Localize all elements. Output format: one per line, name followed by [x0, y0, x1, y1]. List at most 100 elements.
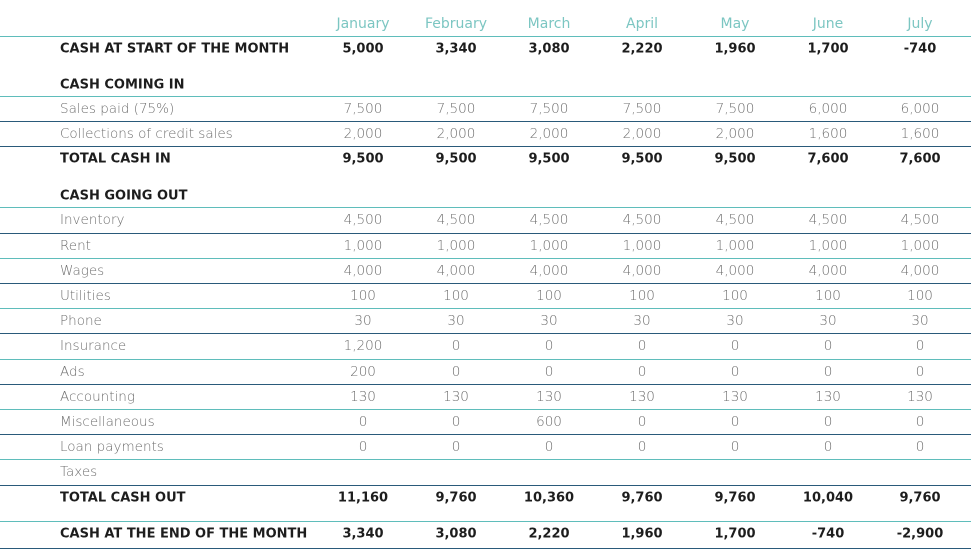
total-row-label: TOTAL CASH OUT — [60, 490, 186, 506]
row-rule — [0, 434, 971, 436]
line-item-value: 0 — [823, 338, 833, 355]
total-row-value: 9,760 — [621, 490, 663, 506]
opening-row-value: -740 — [903, 41, 937, 57]
line-item-label: Insurance — [60, 338, 127, 355]
month-header: April — [626, 16, 658, 32]
line-item-value: 0 — [823, 363, 833, 380]
line-item-value: 100 — [536, 288, 562, 304]
line-item-value: 0 — [637, 338, 647, 355]
line-item-value: 0 — [451, 338, 461, 355]
line-item-value: 1,000 — [715, 237, 755, 254]
month-header: May — [720, 16, 750, 32]
line-item-value: 4,000 — [715, 262, 755, 279]
total-row-value: 9,500 — [342, 151, 384, 167]
row-rule — [0, 547, 971, 549]
line-item-value: 1,200 — [343, 338, 383, 355]
line-item-value: 130 — [443, 388, 469, 405]
line-item-value: 4,500 — [715, 212, 755, 229]
row-rule — [0, 333, 971, 335]
opening-row-value: 1,700 — [807, 41, 849, 57]
line-item-label: Ads — [60, 363, 85, 380]
line-item-value: 130 — [815, 388, 841, 405]
line-item-value: 4,000 — [900, 262, 940, 279]
line-item-value: 0 — [823, 414, 833, 430]
line-item-value: 0 — [451, 414, 461, 430]
line-item-label: Phone — [60, 313, 102, 330]
line-item-value: 4,500 — [343, 212, 383, 229]
line-item-value: 0 — [915, 414, 925, 430]
line-item-value: 0 — [637, 414, 647, 430]
line-item-label: Inventory — [60, 212, 125, 229]
line-item-value: 1,600 — [808, 126, 848, 143]
line-item-value: 100 — [815, 288, 841, 304]
line-item-label: Rent — [60, 237, 91, 254]
line-item-value: 0 — [823, 439, 833, 456]
total-row-value: 9,500 — [528, 151, 570, 167]
row-rule — [0, 383, 971, 385]
line-item-value: 100 — [722, 288, 748, 304]
line-item-value: 30 — [726, 313, 744, 330]
line-item-value: 0 — [451, 363, 461, 380]
row-rule — [0, 257, 971, 259]
line-item-value: 0 — [544, 338, 554, 355]
total-row-value: 10,360 — [523, 490, 575, 506]
row-rule — [0, 484, 971, 486]
line-item-label: Accounting — [60, 388, 135, 405]
line-item-value: 0 — [730, 338, 740, 355]
line-item-label: Loan payments — [60, 439, 164, 456]
total-row-value: 9,500 — [714, 151, 756, 167]
month-header: June — [812, 16, 844, 32]
row-rule — [0, 232, 971, 234]
opening-row-label: CASH AT START OF THE MONTH — [60, 41, 290, 57]
section-title: CASH COMING IN — [60, 77, 185, 93]
line-item-label: Sales paid (75%) — [60, 101, 175, 117]
line-item-value: 4,000 — [808, 262, 848, 279]
line-item-value: 600 — [536, 414, 562, 430]
line-item-value: 4,500 — [622, 212, 662, 229]
line-item-value: 4,000 — [622, 262, 662, 279]
total-row-value: 9,500 — [621, 151, 663, 167]
line-item-value: 0 — [451, 439, 461, 456]
line-item-value: 4,000 — [343, 262, 383, 279]
closing-row-value: 1,960 — [621, 526, 663, 542]
line-item-value: 4,500 — [808, 212, 848, 229]
line-item-value: 0 — [544, 439, 554, 456]
opening-row-value: 3,340 — [435, 41, 477, 57]
line-item-value: 1,000 — [529, 237, 569, 254]
total-row-value: 10,040 — [802, 490, 854, 506]
line-item-value: 100 — [907, 288, 933, 304]
line-item-value: 30 — [447, 313, 465, 330]
total-row-label: TOTAL CASH IN — [60, 151, 171, 167]
line-item-value: 30 — [911, 313, 929, 330]
closing-row-value: -2,900 — [896, 526, 944, 542]
line-item-value: 200 — [350, 363, 376, 380]
row-rule — [0, 121, 971, 123]
line-item-value: 7,500 — [622, 101, 662, 117]
line-item-value: 0 — [358, 439, 368, 456]
line-item-value: 130 — [536, 388, 562, 405]
closing-row-label: CASH AT THE END OF THE MONTH — [60, 526, 308, 542]
line-item-value: 130 — [629, 388, 655, 405]
line-item-value: 0 — [730, 363, 740, 380]
closing-row-value: 2,220 — [528, 526, 570, 542]
total-row-value: 7,600 — [899, 151, 941, 167]
line-item-value: 100 — [350, 288, 376, 304]
line-item-label: Collections of credit sales — [60, 126, 233, 143]
line-item-value: 130 — [722, 388, 748, 405]
row-rule — [0, 96, 971, 97]
line-item-value: 30 — [354, 313, 372, 330]
total-row-value: 9,760 — [899, 490, 941, 506]
section-title: CASH GOING OUT — [60, 188, 188, 204]
opening-row-value: 1,960 — [714, 41, 756, 57]
closing-row-value: -740 — [811, 526, 845, 542]
line-item-value: 7,500 — [343, 101, 383, 117]
line-item-value: 2,000 — [622, 126, 662, 143]
line-item-value: 7,500 — [715, 101, 755, 117]
line-item-value: 0 — [915, 338, 925, 355]
opening-row-value: 2,220 — [621, 41, 663, 57]
line-item-value: 30 — [633, 313, 651, 330]
total-row-value: 11,160 — [337, 490, 389, 506]
row-rule — [0, 283, 971, 284]
line-item-value: 4,500 — [529, 212, 569, 229]
